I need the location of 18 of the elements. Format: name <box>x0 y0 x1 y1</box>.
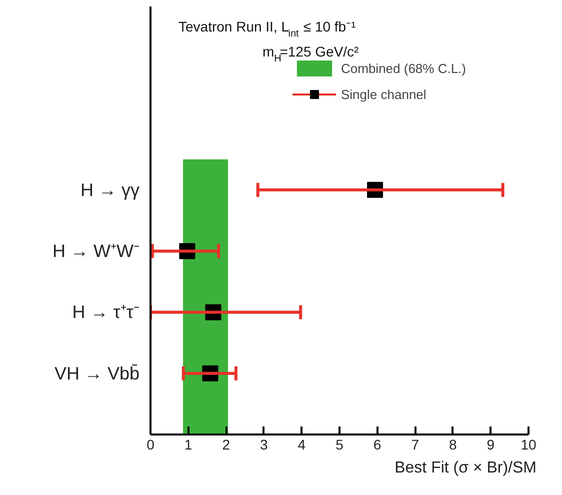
y-tick-label: H → γγ <box>80 180 140 200</box>
x-tick-label: 5 <box>336 436 344 452</box>
legend-label: Single channel <box>341 86 426 102</box>
x-tick-label: 8 <box>449 436 458 452</box>
x-tick-label: 4 <box>298 436 306 452</box>
x-tick-label: 1 <box>184 436 192 452</box>
x-axis-title: Best Fit (σ × Br)/SM <box>394 460 536 476</box>
x-tick-label: 10 <box>520 436 536 452</box>
y-tick-label: VH → Vbb̄ <box>54 363 140 384</box>
x-tick-label: 9 <box>486 436 495 452</box>
x-tick-label: 3 <box>260 436 268 452</box>
legend-label: Combined (68% C.L.) <box>341 60 466 76</box>
x-tick-label: 0 <box>146 436 155 452</box>
y-tick-label: H → W⁺W⁻ <box>52 241 140 262</box>
y-tick-label: H → τ⁺τ⁻ <box>72 302 140 322</box>
x-tick-label: 7 <box>411 436 420 452</box>
x-tick-label: 2 <box>222 436 230 452</box>
x-tick-label: 6 <box>373 436 382 452</box>
